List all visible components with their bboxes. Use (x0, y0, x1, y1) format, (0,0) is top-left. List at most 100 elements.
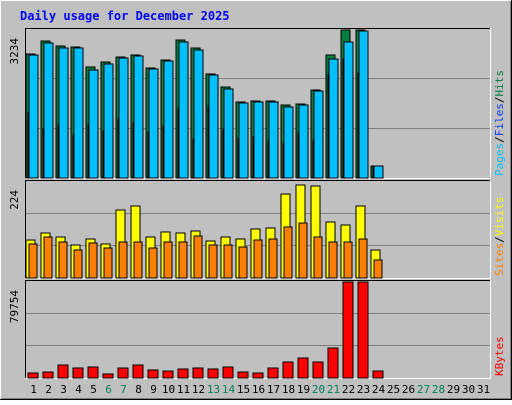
kbytes-bar (132, 364, 144, 379)
sites-bar (148, 247, 158, 279)
pages-bar (253, 101, 264, 179)
kbytes-bar (192, 367, 204, 379)
sites-bar (178, 241, 188, 279)
day-label: 17 (267, 383, 280, 396)
pages-bar (133, 55, 144, 179)
kbytes-bar (372, 370, 384, 379)
y-max-label-kbytes: 79754 (8, 290, 21, 323)
sites-bar (253, 239, 263, 279)
pages-bar (208, 74, 219, 179)
sites-bar (133, 241, 143, 279)
pages-bar (298, 104, 309, 179)
sites-bar (43, 236, 53, 279)
pages-bar (223, 88, 234, 179)
pages-bar (283, 106, 294, 179)
day-label: 15 (237, 383, 250, 396)
day-label: 27 (417, 383, 430, 396)
kbytes-bar (282, 361, 294, 379)
day-label: 6 (105, 383, 112, 396)
legend-sites-visits: Sites/Visits (493, 197, 506, 277)
sites-bar (343, 241, 353, 279)
kbytes-bar (222, 366, 234, 379)
pages-bar (178, 41, 189, 179)
kbytes-bar (237, 371, 249, 379)
sites-bar (118, 241, 128, 279)
pages-bar (58, 47, 69, 179)
legend-entry: / (493, 136, 506, 143)
kbytes-bar (252, 372, 264, 379)
legend-pages-files-hits: Pages/Files/Hits (493, 70, 506, 176)
day-label: 19 (297, 383, 310, 396)
day-label: 5 (90, 383, 97, 396)
pages-bar (238, 102, 249, 179)
day-label: 2 (45, 383, 52, 396)
sites-bar (283, 226, 293, 279)
kbytes-bar (102, 373, 114, 379)
pages-bar (328, 58, 339, 179)
day-label: 20 (312, 383, 325, 396)
sites-bar (223, 244, 233, 279)
sites-bar (373, 259, 383, 279)
y-max-label-hits: 3234 (8, 38, 21, 65)
y-max-label-visits: 224 (8, 190, 21, 210)
day-label: 23 (357, 383, 370, 396)
sites-bar (268, 238, 278, 279)
sites-bar (313, 236, 323, 279)
kbytes-bar (42, 371, 54, 379)
sites-bar (238, 246, 248, 279)
pages-bar (268, 101, 279, 179)
sites-bar (193, 235, 203, 279)
kbytes-bar (57, 364, 69, 379)
sites-bar (358, 238, 368, 279)
legend-entry: Sites (493, 243, 506, 276)
pages-bar (73, 47, 84, 179)
day-label: 7 (120, 383, 127, 396)
kbytes-bar (162, 370, 174, 379)
day-label: 28 (432, 383, 445, 396)
day-label: 10 (162, 383, 175, 396)
day-label: 4 (75, 383, 82, 396)
day-label: 16 (252, 383, 265, 396)
kbytes-bar (357, 281, 369, 379)
legend-entry: Files (493, 103, 506, 136)
day-label: 11 (177, 383, 190, 396)
pages-bar (373, 165, 384, 179)
day-label: 14 (222, 383, 236, 396)
kbytes-bar (342, 281, 354, 379)
pages-bar (118, 57, 129, 179)
x-axis-day-labels: 1 2 3 4 5 6 7 8 9 10 11 12 13 14 15 16 17 18 19 20 21 22 23 24 2… (30, 383, 490, 396)
kbytes-bar (147, 369, 159, 379)
sites-bar (208, 244, 218, 279)
pages-bar (43, 42, 54, 179)
pages-bar (358, 30, 369, 179)
day-label: 26 (402, 383, 415, 396)
pages-bar (163, 60, 174, 179)
pages-bar (313, 90, 324, 179)
day-label: 30 (462, 383, 475, 396)
legend-kbytes: KBytes (493, 336, 506, 376)
legend-entry: Hits (493, 70, 506, 97)
legend-entry: Visits (493, 197, 506, 237)
legend-entry: / (493, 236, 506, 243)
kbytes-bar (267, 367, 279, 379)
sites-bar (58, 241, 68, 279)
kbytes-bar (27, 372, 39, 379)
pages-bar (193, 49, 204, 179)
day-label: 31 (477, 383, 490, 396)
chart-title: Daily usage for December 2025 (20, 9, 230, 23)
sites-bar (328, 241, 338, 279)
sites-bar (73, 249, 83, 279)
sites-bar (88, 242, 98, 279)
day-label: 18 (282, 383, 295, 396)
pages-bar (28, 54, 39, 179)
sites-bar (163, 241, 173, 279)
kbytes-bar (117, 367, 129, 379)
day-label: 21 (327, 383, 340, 396)
kbytes-bar (87, 366, 99, 379)
day-label: 8 (135, 383, 142, 396)
legend-entry: / (493, 97, 506, 104)
day-label: 1 (30, 383, 37, 396)
pages-bar (148, 68, 159, 179)
pages-bar (343, 41, 354, 179)
kbytes-bar (312, 361, 324, 379)
